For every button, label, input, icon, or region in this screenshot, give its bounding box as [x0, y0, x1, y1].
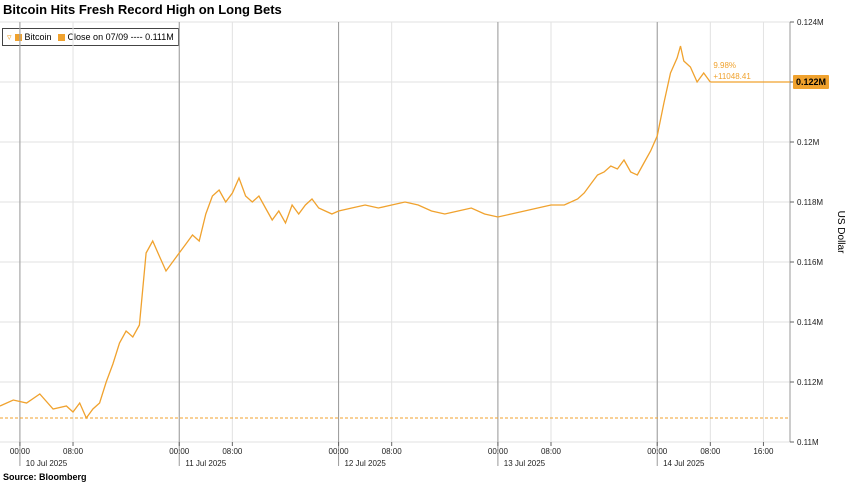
- y-tick-label: 0.11M: [797, 438, 819, 447]
- x-tick-label: 08:00: [382, 447, 403, 456]
- x-tick-label: 16:00: [753, 447, 774, 456]
- y-tick-label: 0.112M: [797, 378, 823, 387]
- bitcoin-color-swatch: [14, 33, 22, 41]
- annotation-change-pct: 9.98%: [713, 61, 736, 70]
- chart-title: Bitcoin Hits Fresh Record High on Long B…: [3, 2, 282, 17]
- series-line-bitcoin: [0, 45, 711, 420]
- legend-item-close[interactable]: Close on 07/09 ---- 0.111M: [57, 32, 174, 42]
- series-marker-icon: ▿: [7, 31, 12, 42]
- x-tick-label: 08:00: [700, 447, 721, 456]
- annotation-change-abs: +11048.41: [713, 72, 751, 81]
- x-tick-label: 00:00: [329, 447, 350, 456]
- x-tick-label: 00:00: [488, 447, 509, 456]
- x-date-label: 10 Jul 2025: [26, 459, 68, 468]
- x-date-label: 12 Jul 2025: [344, 459, 386, 468]
- x-tick-label: 08:00: [541, 447, 562, 456]
- x-tick-label: 00:00: [169, 447, 190, 456]
- x-tick-label: 00:00: [10, 447, 31, 456]
- source-note: Source: Bloomberg: [3, 472, 87, 482]
- y-tick-label: 0.118M: [797, 198, 823, 207]
- x-tick-label: 08:00: [222, 447, 243, 456]
- legend-label-close: Close on 07/09 ---- 0.111M: [67, 32, 174, 42]
- x-tick-label: 08:00: [63, 447, 84, 456]
- y-tick-label: 0.116M: [797, 258, 823, 267]
- x-date-label: 11 Jul 2025: [185, 459, 226, 468]
- legend-label-bitcoin: Bitcoin: [24, 32, 52, 42]
- y-tick-label: 0.12M: [797, 138, 820, 147]
- x-date-label: 13 Jul 2025: [504, 459, 546, 468]
- y-tick-label: 0.124M: [797, 18, 824, 27]
- legend: ▿ Bitcoin Close on 07/09 ---- 0.111M: [2, 28, 179, 46]
- y-axis-label: US Dollar: [835, 211, 846, 254]
- y-tick-label: 0.122M: [797, 78, 824, 87]
- x-tick-label: 00:00: [647, 447, 668, 456]
- legend-item-bitcoin[interactable]: ▿ Bitcoin: [7, 32, 52, 43]
- last-value-tag-label: 0.122M: [796, 77, 826, 87]
- close-color-swatch: [57, 33, 65, 41]
- y-tick-label: 0.114M: [797, 318, 823, 327]
- x-date-label: 14 Jul 2025: [663, 459, 705, 468]
- last-value-tag: [793, 75, 829, 89]
